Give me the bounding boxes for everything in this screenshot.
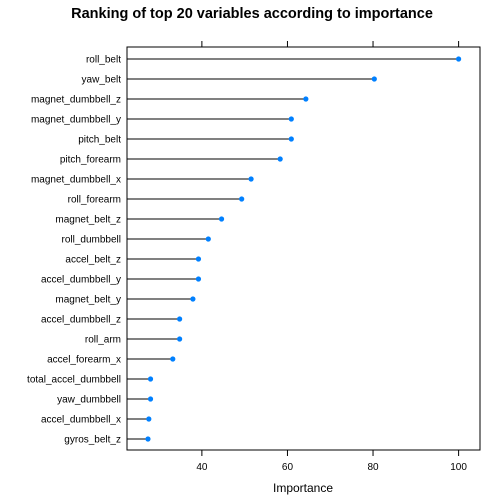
category-label-4: pitch_belt xyxy=(78,135,121,146)
data-point-3 xyxy=(288,116,294,122)
data-point-8 xyxy=(218,216,225,222)
category-labels: roll_belt yaw_belt magnet_dumbbell_zmagnet… xyxy=(27,55,121,446)
data-point-5 xyxy=(277,156,283,162)
x-tick-label-0: 40 xyxy=(196,462,208,473)
category-label-9: roll_dumbbell xyxy=(62,235,121,246)
category-label-7: roll_forearm xyxy=(68,195,121,206)
x-tick-labels: 40 60 80 100 xyxy=(196,462,467,473)
category-label-8: magnet_belt_z xyxy=(55,215,121,226)
category-label-10: accel_belt_z xyxy=(65,255,121,266)
data-point-15 xyxy=(170,356,176,362)
category-label-11: accel_dumbbell_y xyxy=(41,275,121,286)
plot-frame xyxy=(126,46,481,451)
x-tick-label-2: 80 xyxy=(367,462,379,473)
data-point-7 xyxy=(239,196,245,202)
axis-ticks xyxy=(201,41,460,456)
data-point-9 xyxy=(205,236,211,242)
data-point-11 xyxy=(195,276,202,282)
data-point-13 xyxy=(177,316,183,322)
x-axis-label: Importance xyxy=(273,481,333,495)
x-tick-label-3: 100 xyxy=(450,462,467,473)
category-label-2: magnet_dumbbell_z xyxy=(31,95,121,106)
data-point-19 xyxy=(145,436,151,442)
chart-title: Ranking of top 20 variables according to… xyxy=(71,6,433,22)
data-point-17 xyxy=(147,396,154,402)
category-label-19: gyros_belt_z xyxy=(64,435,121,446)
data-point-10 xyxy=(195,256,202,262)
category-label-12: magnet_belt_y xyxy=(55,295,121,306)
category-label-3: magnet_dumbbell_y xyxy=(31,115,121,126)
category-label-17: yaw_dumbbell xyxy=(57,395,121,406)
data-point-1 xyxy=(371,76,377,82)
category-label-0: roll_belt xyxy=(86,55,121,66)
category-label-15: accel_forearm_x xyxy=(47,355,121,366)
category-label-13: accel_dumbbell_z xyxy=(41,315,121,326)
data-point-6 xyxy=(248,176,254,182)
data-point-2 xyxy=(303,96,309,102)
category-label-6: magnet_dumbbell_x xyxy=(31,175,121,186)
category-label-14: roll_arm xyxy=(85,335,121,346)
category-label-5: pitch_forearm xyxy=(60,155,121,166)
category-label-16: total_accel_dumbbell xyxy=(27,375,121,386)
x-tick-label-1: 60 xyxy=(282,462,294,473)
data-point-0 xyxy=(456,56,462,62)
data-point-14 xyxy=(177,336,183,342)
data-point-16 xyxy=(147,376,154,382)
category-label-1: yaw_belt xyxy=(82,75,122,86)
data-point-18 xyxy=(146,416,152,422)
data-point-4 xyxy=(288,136,294,142)
chart-marks xyxy=(127,56,462,442)
data-point-12 xyxy=(190,296,196,302)
category-label-18: accel_dumbbell_x xyxy=(41,415,121,426)
